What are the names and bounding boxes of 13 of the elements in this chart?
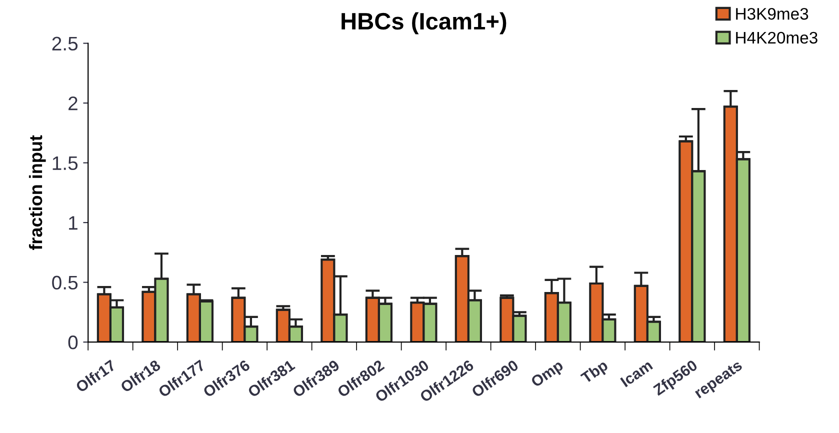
legend-label: H3K9me3 xyxy=(736,8,808,20)
y-tick-label: 2.5 xyxy=(52,36,78,51)
y-tick-label: 1.5 xyxy=(52,156,78,170)
x-tick-label: Tbp xyxy=(580,359,610,386)
x-tick-label: Icam xyxy=(620,360,654,388)
chart-title: HBCs (Icam1+) xyxy=(342,12,506,34)
x-tick-label: Omp xyxy=(530,359,566,390)
y-tick-label: 1 xyxy=(69,216,78,230)
y-tick-label: 0 xyxy=(68,336,78,350)
legend-label: H4K20me3 xyxy=(736,32,818,44)
y-axis-title: fraction input xyxy=(28,135,46,250)
y-tick-label: 2 xyxy=(68,96,78,110)
y-tick-label: 0.5 xyxy=(52,276,78,290)
